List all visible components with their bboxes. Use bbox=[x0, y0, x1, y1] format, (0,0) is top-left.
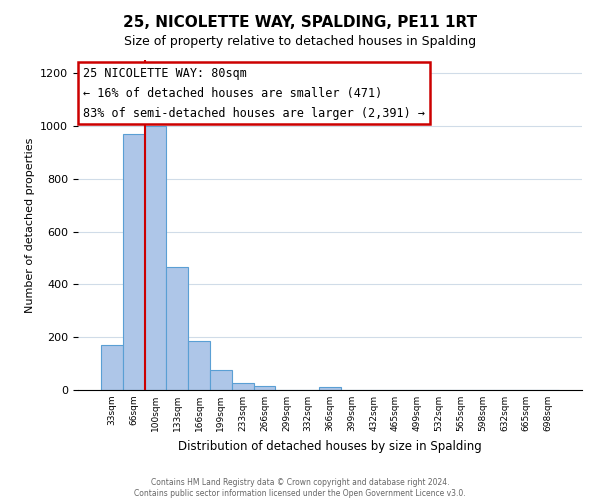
Bar bbox=[188, 341, 210, 390]
Bar bbox=[319, 388, 341, 390]
Y-axis label: Number of detached properties: Number of detached properties bbox=[25, 138, 35, 312]
Text: Contains HM Land Registry data © Crown copyright and database right 2024.
Contai: Contains HM Land Registry data © Crown c… bbox=[134, 478, 466, 498]
Text: 25, NICOLETTE WAY, SPALDING, PE11 1RT: 25, NICOLETTE WAY, SPALDING, PE11 1RT bbox=[123, 15, 477, 30]
Bar bbox=[145, 126, 166, 390]
X-axis label: Distribution of detached houses by size in Spalding: Distribution of detached houses by size … bbox=[178, 440, 482, 452]
Text: Size of property relative to detached houses in Spalding: Size of property relative to detached ho… bbox=[124, 35, 476, 48]
Bar bbox=[254, 386, 275, 390]
Bar bbox=[123, 134, 145, 390]
Bar bbox=[210, 370, 232, 390]
Bar bbox=[232, 384, 254, 390]
Bar bbox=[101, 345, 123, 390]
Text: 25 NICOLETTE WAY: 80sqm
← 16% of detached houses are smaller (471)
83% of semi-d: 25 NICOLETTE WAY: 80sqm ← 16% of detache… bbox=[83, 66, 425, 120]
Bar bbox=[166, 267, 188, 390]
